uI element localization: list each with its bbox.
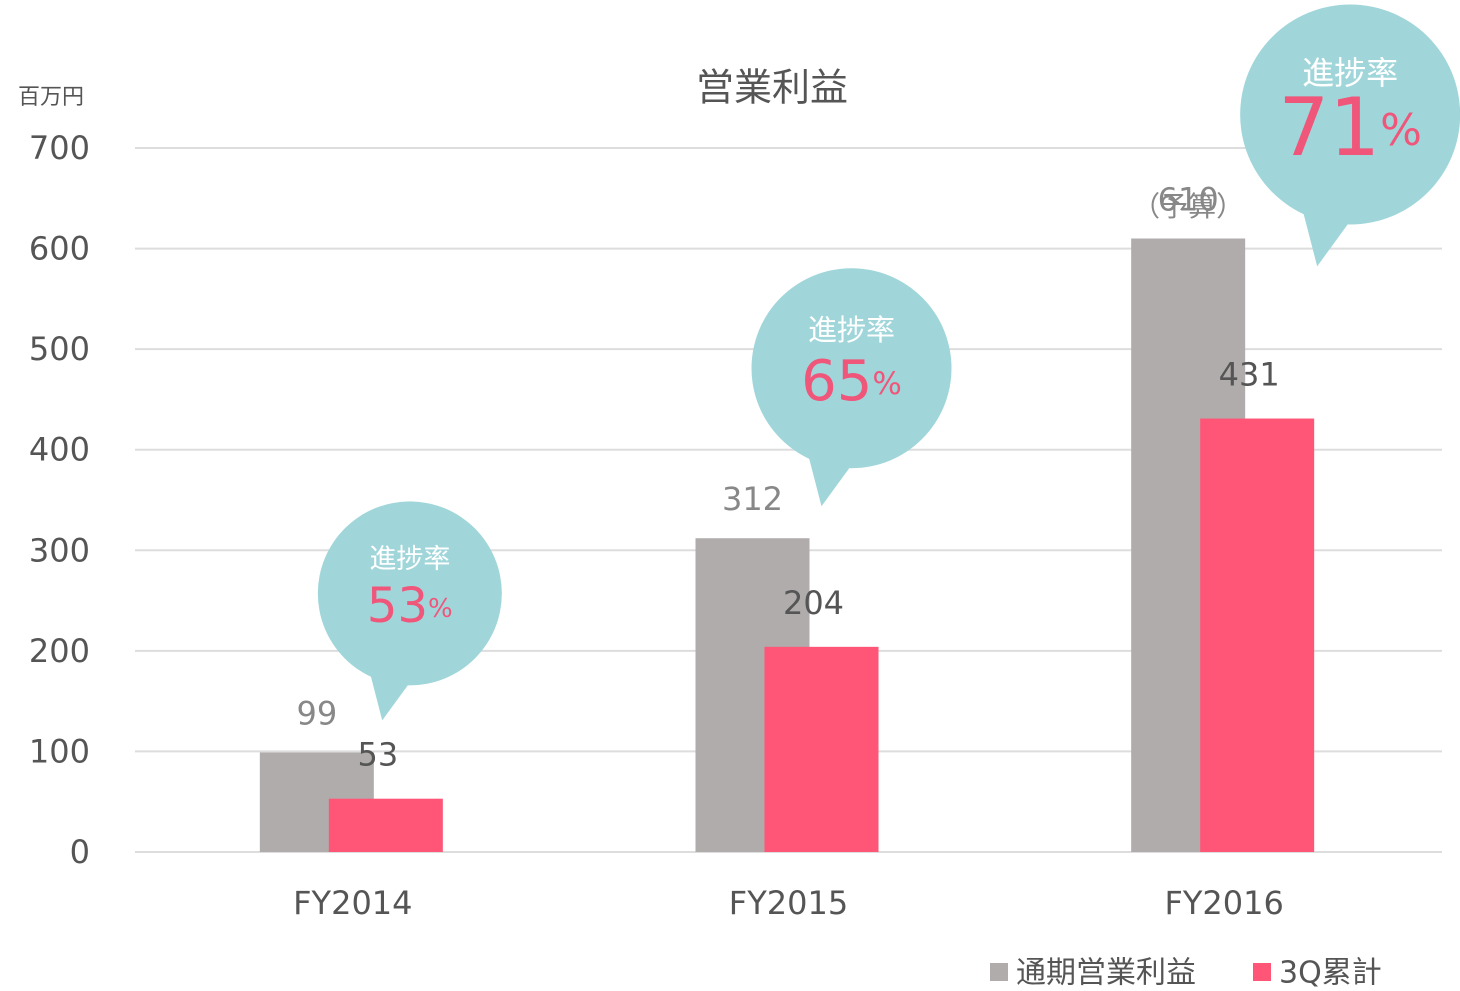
data-label: 431 xyxy=(1219,356,1280,394)
bubble-value: 71% xyxy=(1278,81,1422,174)
y-tick-label: 700 xyxy=(29,129,90,167)
legend-label: 3Q累計 xyxy=(1279,956,1382,991)
bar xyxy=(328,798,443,852)
budget-note: （予算） xyxy=(1132,190,1244,223)
bubble-number: 53 xyxy=(367,578,428,634)
bubble-number: 65 xyxy=(801,349,872,414)
data-label: 610 xyxy=(1158,181,1219,219)
bubble-number: 71 xyxy=(1278,81,1380,174)
bubble xyxy=(317,501,502,686)
y-tick-label: 500 xyxy=(29,330,90,368)
legend-label: 通期営業利益 xyxy=(1016,956,1196,991)
y-tick-label: 100 xyxy=(29,732,90,770)
y-tick-label: 300 xyxy=(29,531,90,569)
bar xyxy=(1200,418,1315,852)
x-tick-label: FY2016 xyxy=(1164,884,1283,922)
bubble-label: 進捗率 xyxy=(808,313,895,347)
bubble xyxy=(1240,4,1460,225)
y-tick-label: 0 xyxy=(70,833,90,871)
legend-swatch xyxy=(990,963,1008,981)
data-label: 312 xyxy=(722,480,783,518)
x-tick-label: FY2015 xyxy=(729,884,848,922)
data-label: 53 xyxy=(357,736,398,774)
data-label: 204 xyxy=(783,584,844,622)
bubble-unit: % xyxy=(428,594,453,624)
bubble-unit: % xyxy=(1380,105,1422,156)
bubble xyxy=(751,268,952,469)
bar xyxy=(764,646,879,852)
bubble-value: 65% xyxy=(801,349,902,414)
y-tick-label: 400 xyxy=(29,431,90,469)
y-tick-label: 600 xyxy=(29,230,90,268)
legend-swatch xyxy=(1253,963,1271,981)
chart-title: 営業利益 xyxy=(696,66,848,110)
x-tick-label: FY2014 xyxy=(293,884,412,922)
y-unit-label: 百万円 xyxy=(18,85,84,110)
bubble-value: 53% xyxy=(367,578,453,634)
bubble-unit: % xyxy=(872,366,901,402)
data-label: 99 xyxy=(296,694,337,732)
bubble-label: 進捗率 xyxy=(1302,54,1398,92)
y-tick-label: 200 xyxy=(29,632,90,670)
bubble-label: 進捗率 xyxy=(369,544,450,575)
